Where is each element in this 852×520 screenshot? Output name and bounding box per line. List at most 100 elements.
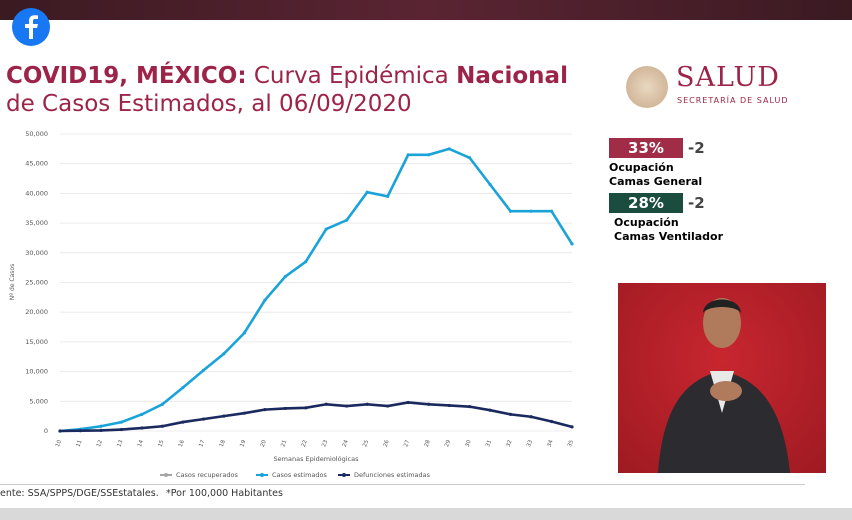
x-tick-label: 23 — [321, 439, 329, 448]
point — [242, 411, 246, 415]
point — [406, 153, 410, 157]
point — [488, 408, 492, 412]
x-tick-label: 32 — [506, 439, 514, 448]
x-tick-label: 24 — [342, 439, 350, 448]
point — [386, 404, 390, 408]
point — [222, 414, 226, 418]
y-tick-label: 35,000 — [25, 219, 48, 227]
x-tick-label: 28 — [424, 439, 432, 448]
legend-label: Casos estimados — [272, 471, 327, 479]
series-line — [59, 401, 573, 433]
point — [508, 412, 513, 416]
x-tick-label: 35 — [567, 439, 575, 448]
legend-swatch-dot — [164, 473, 168, 477]
point — [58, 429, 62, 433]
x-tick-label: 33 — [526, 439, 534, 448]
divider — [0, 484, 805, 485]
point — [570, 425, 574, 429]
y-tick-label: 5,000 — [29, 397, 48, 405]
x-tick-label: 22 — [301, 439, 309, 448]
point — [345, 218, 349, 222]
x-tick-label: 30 — [465, 439, 473, 448]
point — [549, 419, 554, 424]
legend-swatch-dot — [260, 473, 264, 477]
y-tick-label: 40,000 — [25, 189, 48, 197]
x-tick-label: 21 — [280, 439, 288, 448]
point — [304, 406, 308, 410]
point — [263, 408, 267, 412]
top-bar — [0, 0, 852, 20]
point — [324, 402, 328, 406]
legend-label: Casos recuperados — [176, 471, 238, 479]
point — [345, 404, 349, 408]
point — [283, 274, 287, 279]
indicator-value: 28% — [609, 193, 683, 213]
y-tick-label: 15,000 — [25, 338, 48, 346]
x-tick-label: 34 — [547, 439, 555, 448]
point — [201, 368, 205, 373]
x-tick-label: 11 — [76, 439, 84, 448]
point — [181, 420, 185, 424]
point — [488, 182, 492, 187]
point — [304, 260, 308, 264]
title: COVID19, MÉXICO: Curva Epidémica Naciona… — [6, 62, 568, 118]
point — [201, 417, 205, 421]
label-line: Camas General — [609, 175, 703, 188]
chart: Nº de Casos Semanas Epidemiológicas 0 5,0… — [9, 130, 575, 479]
legend-swatch-dot — [342, 473, 346, 477]
title-bold: Nacional — [456, 63, 568, 89]
interpreter-video — [618, 283, 826, 473]
label-line: Ocupación — [609, 161, 674, 174]
x-tick-label: 19 — [239, 439, 247, 448]
note: *Por 100,000 Habitantes — [166, 488, 283, 499]
x-tick-label: 29 — [444, 439, 452, 448]
y-tick-label: 30,000 — [25, 249, 48, 257]
point — [508, 209, 513, 213]
point — [447, 147, 451, 151]
point — [365, 402, 369, 406]
x-tick-label: 14 — [137, 439, 145, 448]
emblem — [626, 66, 668, 108]
y-tick-label: 45,000 — [25, 160, 48, 168]
point — [283, 406, 287, 411]
x-tick-label: 12 — [96, 439, 104, 448]
point — [365, 190, 369, 194]
series-line — [59, 147, 574, 433]
point — [160, 402, 164, 406]
logo-text: SALUD — [676, 62, 780, 93]
bottom-bar — [0, 508, 852, 520]
point — [406, 400, 410, 405]
point — [468, 156, 472, 160]
y-tick-label: 25,000 — [25, 279, 48, 287]
x-tick-label: 13 — [116, 439, 124, 448]
x-tick-label: 27 — [403, 439, 411, 448]
point — [242, 331, 246, 335]
point — [119, 427, 124, 432]
label-line: Ocupación — [614, 216, 679, 229]
point — [99, 428, 103, 433]
x-tick-label: 25 — [362, 439, 370, 448]
x-tick-label: 18 — [219, 439, 227, 448]
x-tick-label: 20 — [260, 439, 268, 448]
title-text: Curva Epidémica — [253, 63, 449, 89]
indicator-change: -2 — [688, 139, 705, 157]
point — [427, 153, 431, 157]
y-tick-label: 50,000 — [25, 130, 48, 138]
x-tick-label: 15 — [157, 439, 165, 448]
point — [570, 242, 574, 246]
point — [78, 429, 83, 433]
point — [324, 227, 328, 231]
x-tick-label: 26 — [383, 439, 391, 448]
y-tick-label: 0 — [44, 427, 48, 435]
point — [99, 424, 103, 428]
facebook-icon[interactable] — [12, 8, 50, 46]
indicator-label: Ocupación Camas Ventilador — [614, 216, 723, 244]
label-line: Camas Ventilador — [614, 230, 724, 243]
point — [386, 194, 390, 198]
point — [447, 403, 451, 408]
point — [160, 424, 164, 428]
point — [263, 298, 267, 302]
point — [140, 412, 144, 416]
point — [549, 209, 554, 213]
